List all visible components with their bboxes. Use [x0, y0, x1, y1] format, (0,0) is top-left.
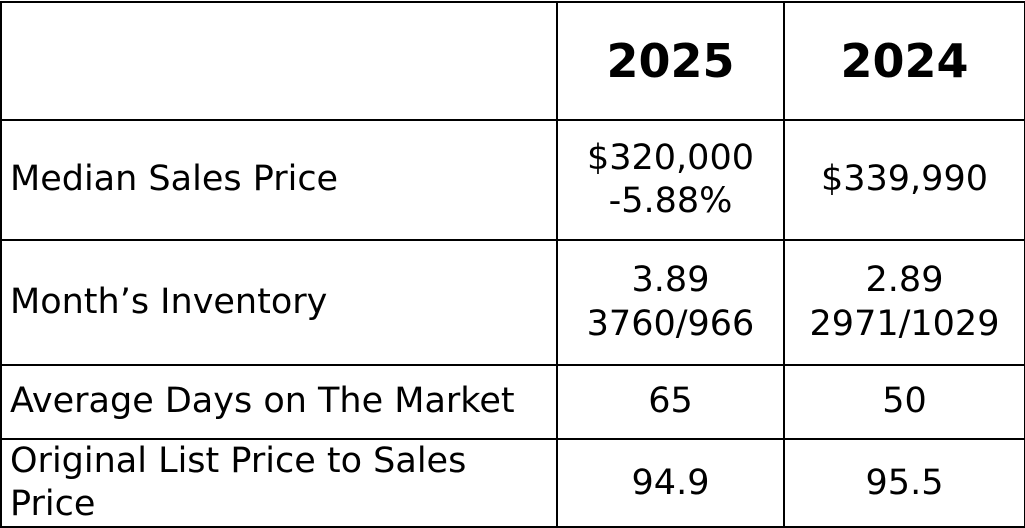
row-label: Original List Price to Sales Price: [0, 437, 558, 528]
value-line: 3.89: [631, 260, 710, 301]
row-label: Average Days on The Market: [0, 364, 558, 440]
header-row: 2025 2024: [0, 1, 1025, 121]
table-row: Average Days on The Market 65 50: [0, 364, 1025, 440]
value-line: 50: [882, 381, 927, 422]
value-line: 2.89: [865, 260, 944, 301]
value-cell: 95.5: [783, 437, 1025, 528]
value-cell: $339,990: [783, 119, 1025, 241]
table-row: Median Sales Price $320,000 -5.88% $339,990: [0, 119, 1025, 241]
value-cell: 94.9: [556, 437, 785, 528]
value-cell: 3.89 3760/966: [556, 239, 785, 366]
row-label: Median Sales Price: [0, 119, 558, 241]
value-line: $339,990: [820, 159, 988, 200]
value-cell: 2.89 2971/1029: [783, 239, 1025, 366]
value-cell: 50: [783, 364, 1025, 440]
table-row: Month’s Inventory 3.89 3760/966 2.89 2971/10…: [0, 239, 1025, 366]
value-line: 2971/1029: [809, 303, 1000, 344]
column-header: 2025: [556, 1, 785, 121]
row-label: Month’s Inventory: [0, 239, 558, 366]
value-line: -5.88%: [608, 181, 733, 221]
value-line: 95.5: [865, 462, 944, 503]
column-header: 2024: [783, 1, 1025, 121]
value-line: 94.9: [631, 462, 710, 503]
corner-cell: [0, 1, 558, 121]
value-line: 65: [648, 381, 693, 422]
value-line: 3760/966: [586, 303, 755, 344]
value-cell: 65: [556, 364, 785, 440]
value-cell: $320,000 -5.88%: [556, 119, 785, 241]
value-line: $320,000: [586, 137, 754, 178]
table-row: Original List Price to Sales Price 94.9 95…: [0, 437, 1025, 528]
